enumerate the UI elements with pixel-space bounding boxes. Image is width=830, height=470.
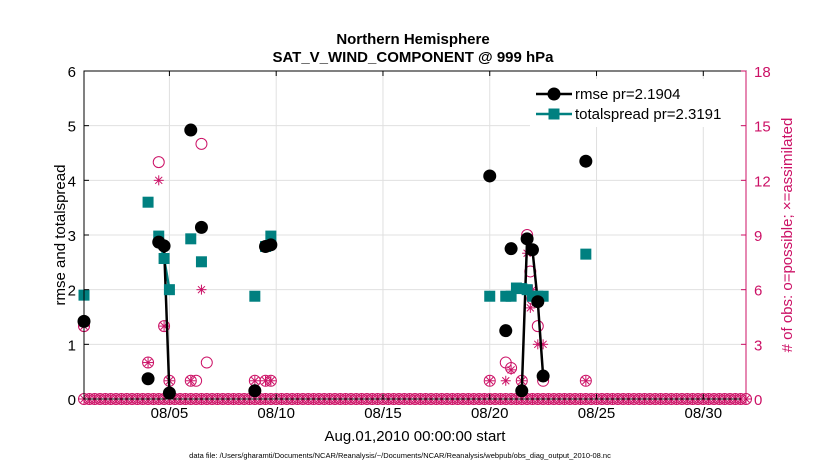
totalspread-point xyxy=(158,253,170,265)
asterisk-stroke xyxy=(186,376,195,385)
asterisk-stroke xyxy=(581,376,590,385)
y-tick-label-right: 6 xyxy=(754,283,762,300)
obs-assimilated-marker xyxy=(500,375,511,386)
y-tick-label-right: 18 xyxy=(754,64,771,81)
chart-title: Northern Hemisphere xyxy=(336,31,489,48)
x-axis-label: Aug.01,2010 00:00:00 start xyxy=(325,428,507,445)
totalspread-point xyxy=(521,284,533,296)
rmse-point xyxy=(184,123,198,137)
rmse-point xyxy=(504,242,518,256)
totalspread-point xyxy=(265,230,277,242)
x-tick-label: 08/20 xyxy=(471,405,509,422)
rmse-point xyxy=(579,154,593,168)
obs-assimilated-marker xyxy=(196,284,207,295)
asterisk-stroke xyxy=(144,358,152,367)
obs-possible-marker xyxy=(184,374,197,387)
y-tick-label-right: 15 xyxy=(754,119,771,136)
data-file-footer: data file: /Users/gharamti/Documents/NCA… xyxy=(189,451,611,460)
asterisk-stroke xyxy=(250,376,259,385)
rmse-point xyxy=(525,243,539,257)
marker-layer xyxy=(77,123,593,400)
obs-assimilated-marker xyxy=(506,364,517,375)
legend-totalspread-marker xyxy=(548,108,560,120)
y-tick-label-right: 12 xyxy=(754,173,771,190)
y-tick-label-right: 9 xyxy=(754,228,762,245)
asterisk-stroke xyxy=(507,365,515,374)
obs-assimilated-marker xyxy=(265,375,276,386)
rmse-point xyxy=(536,369,550,383)
rmse-point xyxy=(531,295,545,309)
y-axis-label-right: # of obs: o=possible; ×=assimilated xyxy=(779,118,796,353)
obs-assimilated-marker xyxy=(484,375,495,386)
obs-assimilated-marker xyxy=(143,357,154,368)
rmse-point xyxy=(194,220,208,234)
rmse-point xyxy=(162,386,176,400)
rmse-point xyxy=(515,384,529,398)
legend-box xyxy=(530,79,740,127)
axis-layer: 08/05 08/10 08/15 08/20 08/25 08/300123456036… xyxy=(68,64,771,422)
y-tick-label-left: 0 xyxy=(68,392,76,409)
totalspread-point xyxy=(484,290,496,302)
obs-assimilated-marker xyxy=(153,175,164,186)
obs-possible-marker xyxy=(483,374,496,387)
x-tick-label: 08/25 xyxy=(578,405,616,422)
y-tick-label-right: 3 xyxy=(754,337,762,354)
legend-totalspread-label: totalspread pr=2.3191 xyxy=(575,106,721,123)
rmse-point xyxy=(499,324,513,338)
rmse-point xyxy=(141,372,155,386)
y-tick-label-left: 4 xyxy=(68,173,76,190)
totalspread-point xyxy=(195,256,207,268)
rmse-point xyxy=(264,238,278,252)
obs-possible-marker xyxy=(200,356,213,369)
obs-assimilated-marker xyxy=(249,375,260,386)
chart-subtitle: SAT_V_WIND_COMPONENT @ 999 hPa xyxy=(272,49,554,66)
legend-rmse-marker xyxy=(547,87,561,101)
totalspread-point xyxy=(505,290,517,302)
obs-possible-marker xyxy=(531,320,544,333)
x-tick-label: 08/15 xyxy=(364,405,402,422)
asterisk-stroke xyxy=(154,176,163,185)
asterisk-stroke xyxy=(267,376,275,385)
x-tick-label: 08/30 xyxy=(685,405,723,422)
obs-assimilated-marker xyxy=(185,375,196,386)
y-tick-label-right: 0 xyxy=(754,392,762,409)
rmse-point xyxy=(157,239,171,253)
x-tick-label: 08/10 xyxy=(257,405,295,422)
x-tick-label: 08/05 xyxy=(151,405,189,422)
totalspread-point xyxy=(537,290,549,302)
rmse-point xyxy=(483,169,497,183)
y-tick-label-left: 3 xyxy=(68,228,76,245)
totalspread-point xyxy=(185,233,197,245)
obs-possible-marker xyxy=(152,156,165,169)
rmse-point xyxy=(248,384,262,398)
asterisk-stroke xyxy=(485,376,494,385)
obs-possible-marker xyxy=(195,137,208,150)
obs-possible-marker xyxy=(142,356,155,369)
rmse-point xyxy=(520,232,534,246)
totalspread-point xyxy=(580,248,592,260)
y-tick-label-left: 5 xyxy=(68,119,76,136)
obs-assimilated-marker xyxy=(580,375,591,386)
legend-rmse-label: rmse pr=2.1904 xyxy=(575,86,680,103)
y-tick-label-left: 2 xyxy=(68,283,76,300)
asterisk-stroke xyxy=(501,376,510,385)
y-axis-label-left: rmse and totalspread xyxy=(52,165,69,306)
totalspread-point xyxy=(249,290,261,302)
obs-possible-marker xyxy=(579,374,592,387)
y-tick-label-left: 1 xyxy=(68,337,76,354)
totalspread-point xyxy=(142,196,154,208)
obs-possible-marker xyxy=(158,320,171,333)
asterisk-stroke xyxy=(197,285,206,294)
y-tick-label-left: 6 xyxy=(68,64,76,81)
totalspread-point xyxy=(163,284,175,296)
legend: rmse pr=2.1904 totalspread pr=2.3191 xyxy=(530,79,740,127)
